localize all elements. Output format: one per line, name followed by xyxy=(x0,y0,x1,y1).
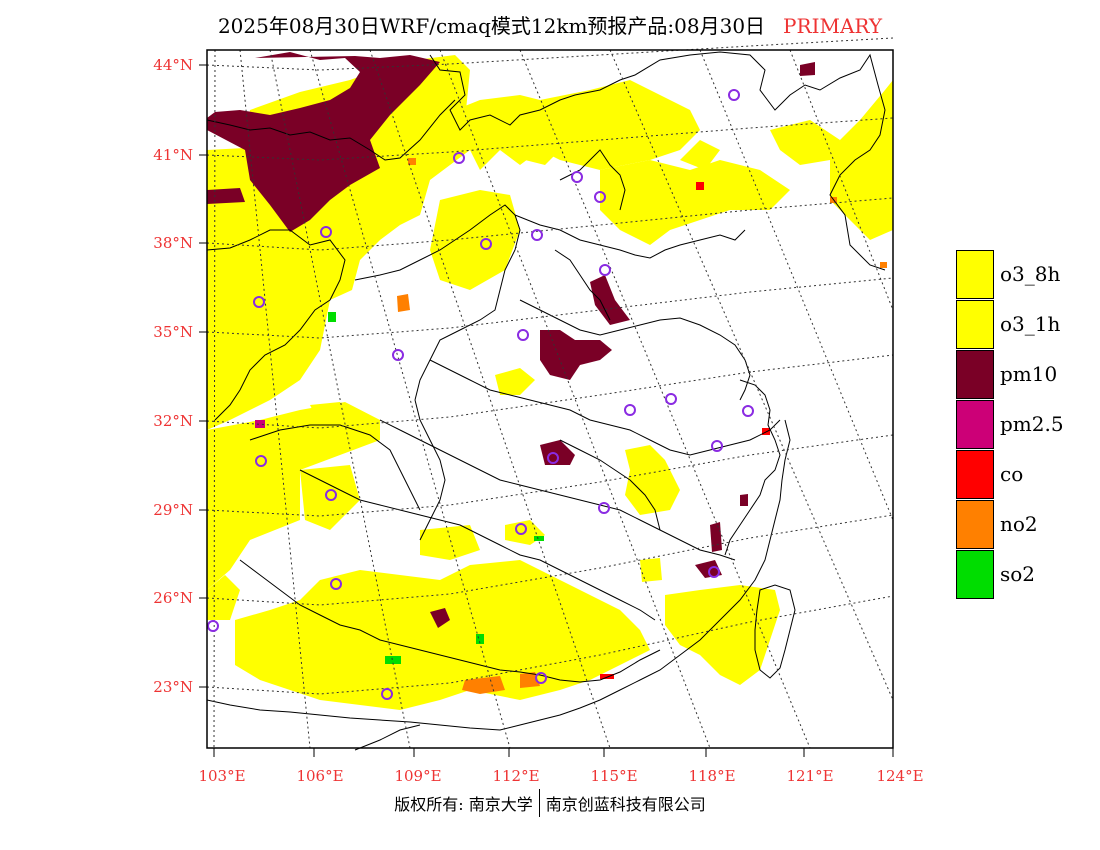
title-row: 2025年08月30日WRF/cmaq模式12km预报产品:08月30日 PRI… xyxy=(0,10,1100,42)
legend-label: pm10 xyxy=(1000,362,1058,386)
legend-item-co: co xyxy=(956,449,1064,499)
legend-swatch xyxy=(956,299,994,349)
legend-label: co xyxy=(1000,462,1024,486)
boundary-lines xyxy=(206,51,886,751)
lat-label: 32°N xyxy=(153,412,193,430)
map-frame xyxy=(206,49,894,749)
lat-labels: 44°N 41°N 38°N 35°N 32°N 29°N 26°N 23°N xyxy=(153,56,193,696)
lat-label: 26°N xyxy=(153,589,193,607)
lat-label: 44°N xyxy=(153,56,193,74)
legend-label: so2 xyxy=(1000,562,1036,586)
lon-label: 115°E xyxy=(590,767,637,785)
legend-item-o3-8h: o3_8h xyxy=(956,249,1064,299)
legend-swatch xyxy=(956,349,994,399)
legend-label: pm2.5 xyxy=(1000,412,1064,436)
legend-swatch xyxy=(956,449,994,499)
lon-label: 118°E xyxy=(688,767,735,785)
lat-label: 41°N xyxy=(153,146,193,164)
pm10-areas xyxy=(207,52,815,628)
copyright-text: 版权所有: 南京大学 xyxy=(394,795,533,814)
lon-label: 106°E xyxy=(296,767,343,785)
lat-label: 23°N xyxy=(153,678,193,696)
lon-label: 109°E xyxy=(394,767,441,785)
no2-areas xyxy=(397,158,887,694)
so2-areas xyxy=(328,312,544,664)
lon-label: 124°E xyxy=(876,767,923,785)
footer-separator xyxy=(538,789,540,817)
legend-label: o3_8h xyxy=(1000,262,1061,286)
lat-ticks xyxy=(199,64,207,688)
lon-ticks xyxy=(213,748,894,757)
lat-label: 29°N xyxy=(153,501,193,519)
legend-item-no2: no2 xyxy=(956,499,1064,549)
lat-label: 35°N xyxy=(153,323,193,341)
pm25-areas xyxy=(255,420,265,428)
legend-item-pm25: pm2.5 xyxy=(956,399,1064,449)
lon-label: 103°E xyxy=(198,767,245,785)
lon-label: 121°E xyxy=(786,767,833,785)
map-title: 2025年08月30日WRF/cmaq模式12km预报产品:08月30日 xyxy=(217,14,766,38)
lon-labels: 103°E 106°E 109°E 112°E 115°E 118°E 121°… xyxy=(198,767,923,785)
legend-swatch xyxy=(956,399,994,449)
legend-label: o3_1h xyxy=(1000,312,1061,336)
legend: o3_8h o3_1h pm10 pm2.5 co no2 so2 xyxy=(956,249,1064,599)
legend-label: no2 xyxy=(1000,512,1038,536)
legend-item-so2: so2 xyxy=(956,549,1064,599)
station-markers xyxy=(207,89,754,700)
footer: 版权所有: 南京大学 南京创蓝科技有限公司 xyxy=(0,788,1100,818)
lon-label: 112°E xyxy=(492,767,539,785)
company-text: 南京创蓝科技有限公司 xyxy=(545,795,706,814)
legend-swatch xyxy=(956,549,994,599)
legend-swatch xyxy=(956,499,994,549)
primary-tag: PRIMARY xyxy=(783,14,883,38)
legend-item-pm10: pm10 xyxy=(956,349,1064,399)
lat-label: 38°N xyxy=(153,234,193,252)
legend-swatch xyxy=(956,249,994,299)
legend-item-o3-1h: o3_1h xyxy=(956,299,1064,349)
